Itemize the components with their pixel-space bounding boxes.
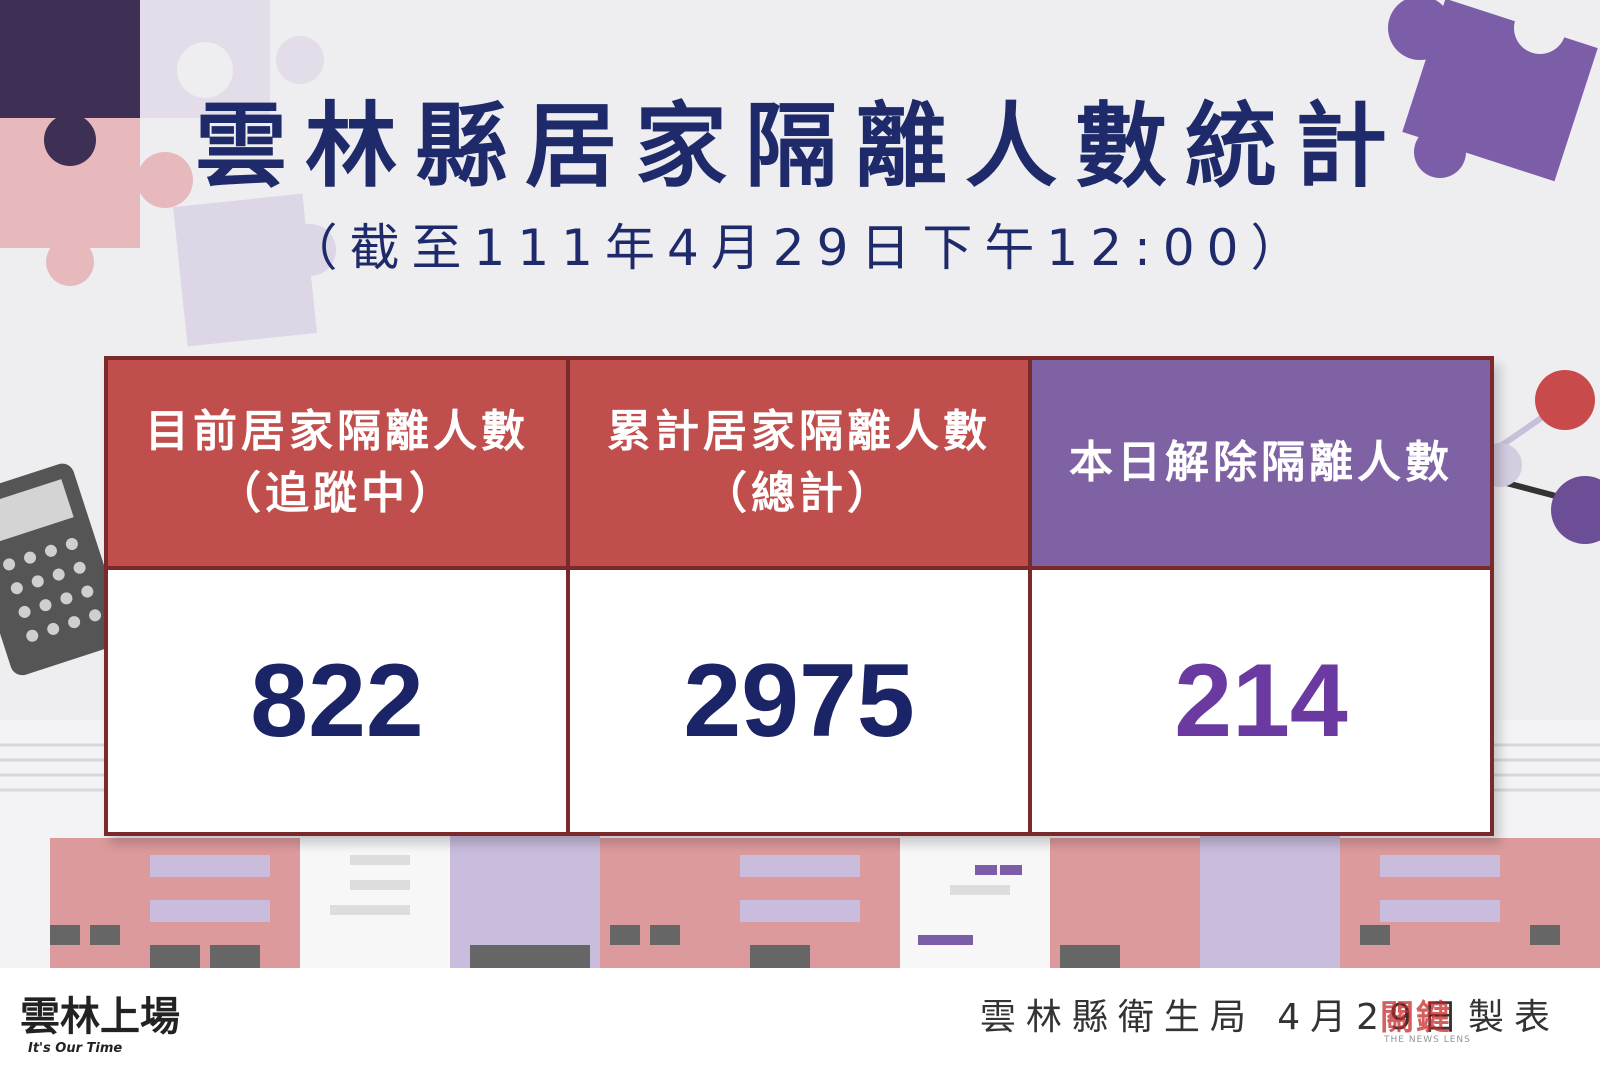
logo-tagline: It's Our Time: [28, 1041, 123, 1056]
value-released-today: 214: [1032, 570, 1490, 832]
header-line2: （追蹤中）: [217, 468, 457, 519]
watermark-logo: 關鍵: [1380, 998, 1452, 1038]
header-cumulative-quarantine: 累計居家隔離人數 （總計）: [570, 360, 1028, 566]
header-current-quarantine: 目前居家隔離人數 （追蹤中）: [108, 360, 566, 566]
value-current-quarantine: 822: [108, 570, 566, 832]
footer-bar: [0, 968, 1600, 1067]
page-subtitle: （截至111年4月29日下午12:00）: [287, 219, 1313, 277]
value-cumulative-quarantine: 2975: [570, 570, 1028, 832]
stats-table: 目前居家隔離人數 （追蹤中） 累計居家隔離人數 （總計） 本日解除隔離人數 82…: [104, 356, 1494, 836]
header-line2: （總計）: [703, 468, 895, 519]
header-released-today: 本日解除隔離人數: [1032, 360, 1490, 566]
page-title: 雲林縣居家隔離人數統計: [194, 93, 1405, 200]
header-line1: 累計居家隔離人數: [607, 406, 991, 457]
watermark-subtext: THE NEWS LENS: [1384, 1035, 1471, 1045]
header-line1: 本日解除隔離人數: [1069, 437, 1453, 488]
header-line1: 目前居家隔離人數: [145, 406, 529, 457]
publisher-credit: 雲林縣衛生局 4月29日製表: [979, 997, 1560, 1038]
logo-wordmark: 雲林上場: [20, 993, 180, 1040]
